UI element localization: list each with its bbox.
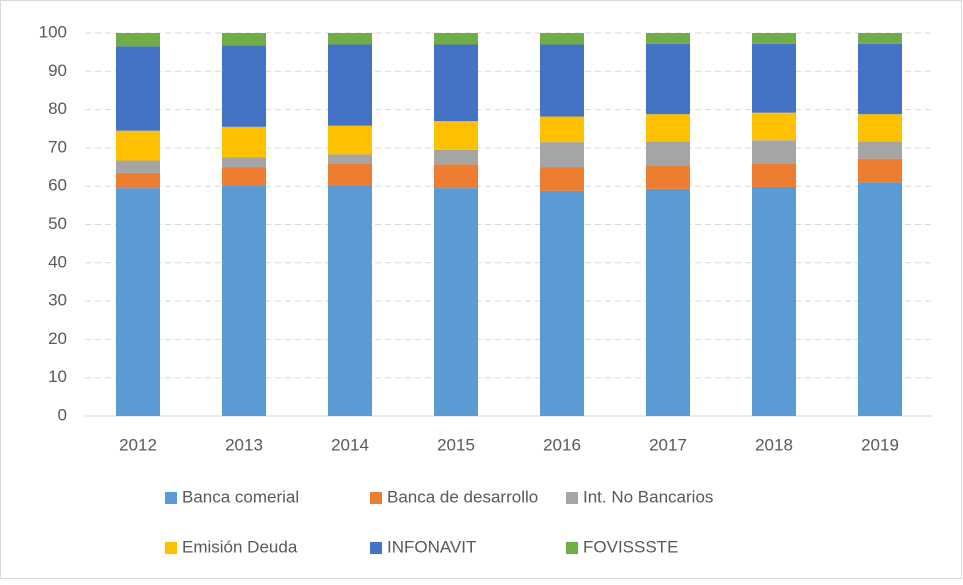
bar-segment [328, 44, 372, 126]
bar-segment [434, 164, 478, 189]
bar-segment [540, 33, 584, 45]
bar-segment [646, 165, 690, 189]
bar-segment [116, 172, 160, 189]
x-tick-label: 2017 [649, 435, 687, 454]
legend-label: Banca de desarrollo [387, 487, 538, 506]
bar-segment [646, 114, 690, 142]
x-tick-label: 2016 [543, 435, 581, 454]
bar-segment [434, 149, 478, 165]
y-tick-label: 60 [48, 176, 67, 195]
legend-swatch [165, 542, 177, 554]
y-tick-label: 10 [48, 367, 67, 386]
y-tick-label: 100 [39, 22, 67, 41]
legend-label: Banca comerial [182, 487, 299, 506]
bar-segment [116, 160, 160, 173]
bar-segment [222, 157, 266, 168]
bar-segment [328, 125, 372, 155]
bar-segment [646, 141, 690, 166]
x-tick-label: 2013 [225, 435, 263, 454]
bar-segment [752, 33, 796, 44]
bar-segment [752, 140, 796, 164]
bar-segment [858, 158, 902, 183]
legend-label: FOVISSSTE [583, 537, 678, 556]
bar-segment [328, 33, 372, 45]
legend-swatch [370, 492, 382, 504]
bar-segment [328, 154, 372, 164]
legend-label: Int. No Bancarios [583, 487, 713, 506]
bar-segment [116, 33, 160, 47]
x-tick-label: 2015 [437, 435, 475, 454]
bar-segment [116, 130, 160, 161]
x-tick-label: 2018 [755, 435, 793, 454]
bar-segment [858, 141, 902, 159]
bar-segment [646, 33, 690, 44]
y-tick-label: 20 [48, 329, 67, 348]
y-tick-label: 30 [48, 291, 67, 310]
bar-segment [858, 114, 902, 142]
bar-segment [222, 167, 266, 186]
x-tick-label: 2014 [331, 435, 369, 454]
legend-swatch [370, 542, 382, 554]
bar-segment [222, 185, 266, 416]
bar-segment [752, 163, 796, 187]
bar-segment [646, 188, 690, 416]
x-tick-label: 2012 [119, 435, 157, 454]
bar-segment [646, 43, 690, 115]
bar-segment [222, 45, 266, 127]
bar-segment [540, 44, 584, 117]
bar-segment [540, 142, 584, 168]
x-tick-label: 2019 [861, 435, 899, 454]
y-tick-label: 50 [48, 214, 67, 233]
bar-segment [540, 190, 584, 416]
y-tick-label: 90 [48, 61, 67, 80]
y-tick-label: 40 [48, 252, 67, 271]
bar-segment [858, 182, 902, 416]
bar-segment [116, 46, 160, 131]
bar-segment [328, 185, 372, 416]
bar-segment [328, 163, 372, 186]
legend-swatch [165, 492, 177, 504]
bar-segment [752, 186, 796, 416]
bar-segment [434, 121, 478, 150]
bar-segment [858, 43, 902, 115]
bar-segment [752, 43, 796, 113]
bar-segment [540, 116, 584, 143]
bar-segment [858, 33, 902, 44]
legend-label: Emisión Deuda [182, 537, 298, 556]
y-tick-label: 80 [48, 99, 67, 118]
y-tick-label: 0 [58, 405, 67, 424]
bar-segment [434, 33, 478, 45]
bar-segment [116, 188, 160, 416]
bar-segment [222, 126, 266, 158]
y-tick-label: 70 [48, 137, 67, 156]
bar-segment [434, 44, 478, 122]
bar-segment [434, 188, 478, 416]
legend-swatch [566, 542, 578, 554]
bar-segment [540, 167, 584, 191]
legend-swatch [566, 492, 578, 504]
legend-label: INFONAVIT [387, 537, 476, 556]
bar-segment [222, 33, 266, 46]
bar-segment [752, 112, 796, 141]
